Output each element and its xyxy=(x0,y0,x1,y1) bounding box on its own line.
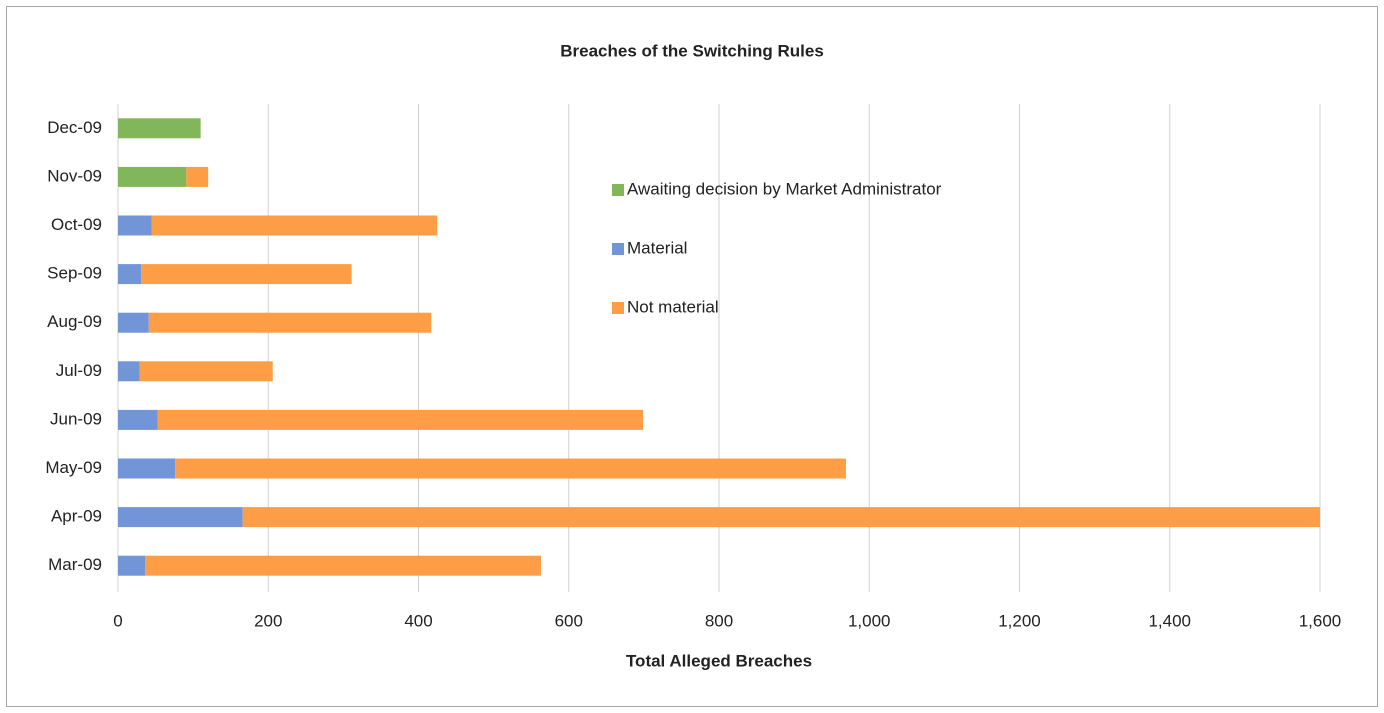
bar-segment xyxy=(139,361,273,382)
y-tick-label: Sep-09 xyxy=(47,264,102,283)
legend-swatch xyxy=(612,302,624,314)
y-tick-label: Jul-09 xyxy=(56,361,102,380)
bar-segment xyxy=(141,264,352,285)
bar-segment xyxy=(118,555,146,576)
bar-segment xyxy=(186,166,209,187)
y-tick-label: May-09 xyxy=(45,458,102,477)
bar-segment xyxy=(157,409,644,430)
bar-segment xyxy=(118,312,149,333)
chart-border xyxy=(6,6,1378,707)
bar-segment xyxy=(118,458,176,479)
x-tick-label: 1,200 xyxy=(998,611,1041,630)
y-tick-label: Nov-09 xyxy=(47,166,102,185)
legend-label: Material xyxy=(627,238,687,257)
x-tick-label: 0 xyxy=(113,611,122,630)
x-tick-label: 800 xyxy=(705,611,733,630)
y-tick-label: Apr-09 xyxy=(51,507,102,526)
x-tick-label: 200 xyxy=(254,611,282,630)
bar-segment xyxy=(148,312,432,333)
y-tick-label: Dec-09 xyxy=(47,118,102,137)
y-tick-label: Oct-09 xyxy=(51,215,102,234)
y-tick-label: Mar-09 xyxy=(48,555,102,574)
legend-swatch xyxy=(612,184,624,196)
legend-swatch xyxy=(612,243,624,255)
bar-segment xyxy=(118,264,142,285)
x-axis-label: Total Alleged Breaches xyxy=(626,651,812,670)
bar-segment xyxy=(242,507,1320,528)
x-tick-label: 1,600 xyxy=(1299,611,1342,630)
bar-segment xyxy=(175,458,846,479)
bar-segment xyxy=(145,555,541,576)
legend-label: Not material xyxy=(627,297,719,316)
x-tick-label: 1,400 xyxy=(1148,611,1191,630)
bar-segment xyxy=(118,118,201,139)
bar-segment xyxy=(118,409,158,430)
bar-segment xyxy=(118,166,187,187)
x-tick-label: 600 xyxy=(555,611,583,630)
legend-label: Awaiting decision by Market Administrato… xyxy=(627,179,942,198)
y-tick-label: Aug-09 xyxy=(47,312,102,331)
y-tick-label: Jun-09 xyxy=(50,409,102,428)
x-tick-label: 400 xyxy=(404,611,432,630)
bar-segment xyxy=(118,361,140,382)
bar-segment xyxy=(151,215,438,236)
chart-title: Breaches of the Switching Rules xyxy=(560,41,824,60)
bar-segment xyxy=(118,215,152,236)
x-tick-label: 1,000 xyxy=(848,611,891,630)
bar-segment xyxy=(118,507,243,528)
